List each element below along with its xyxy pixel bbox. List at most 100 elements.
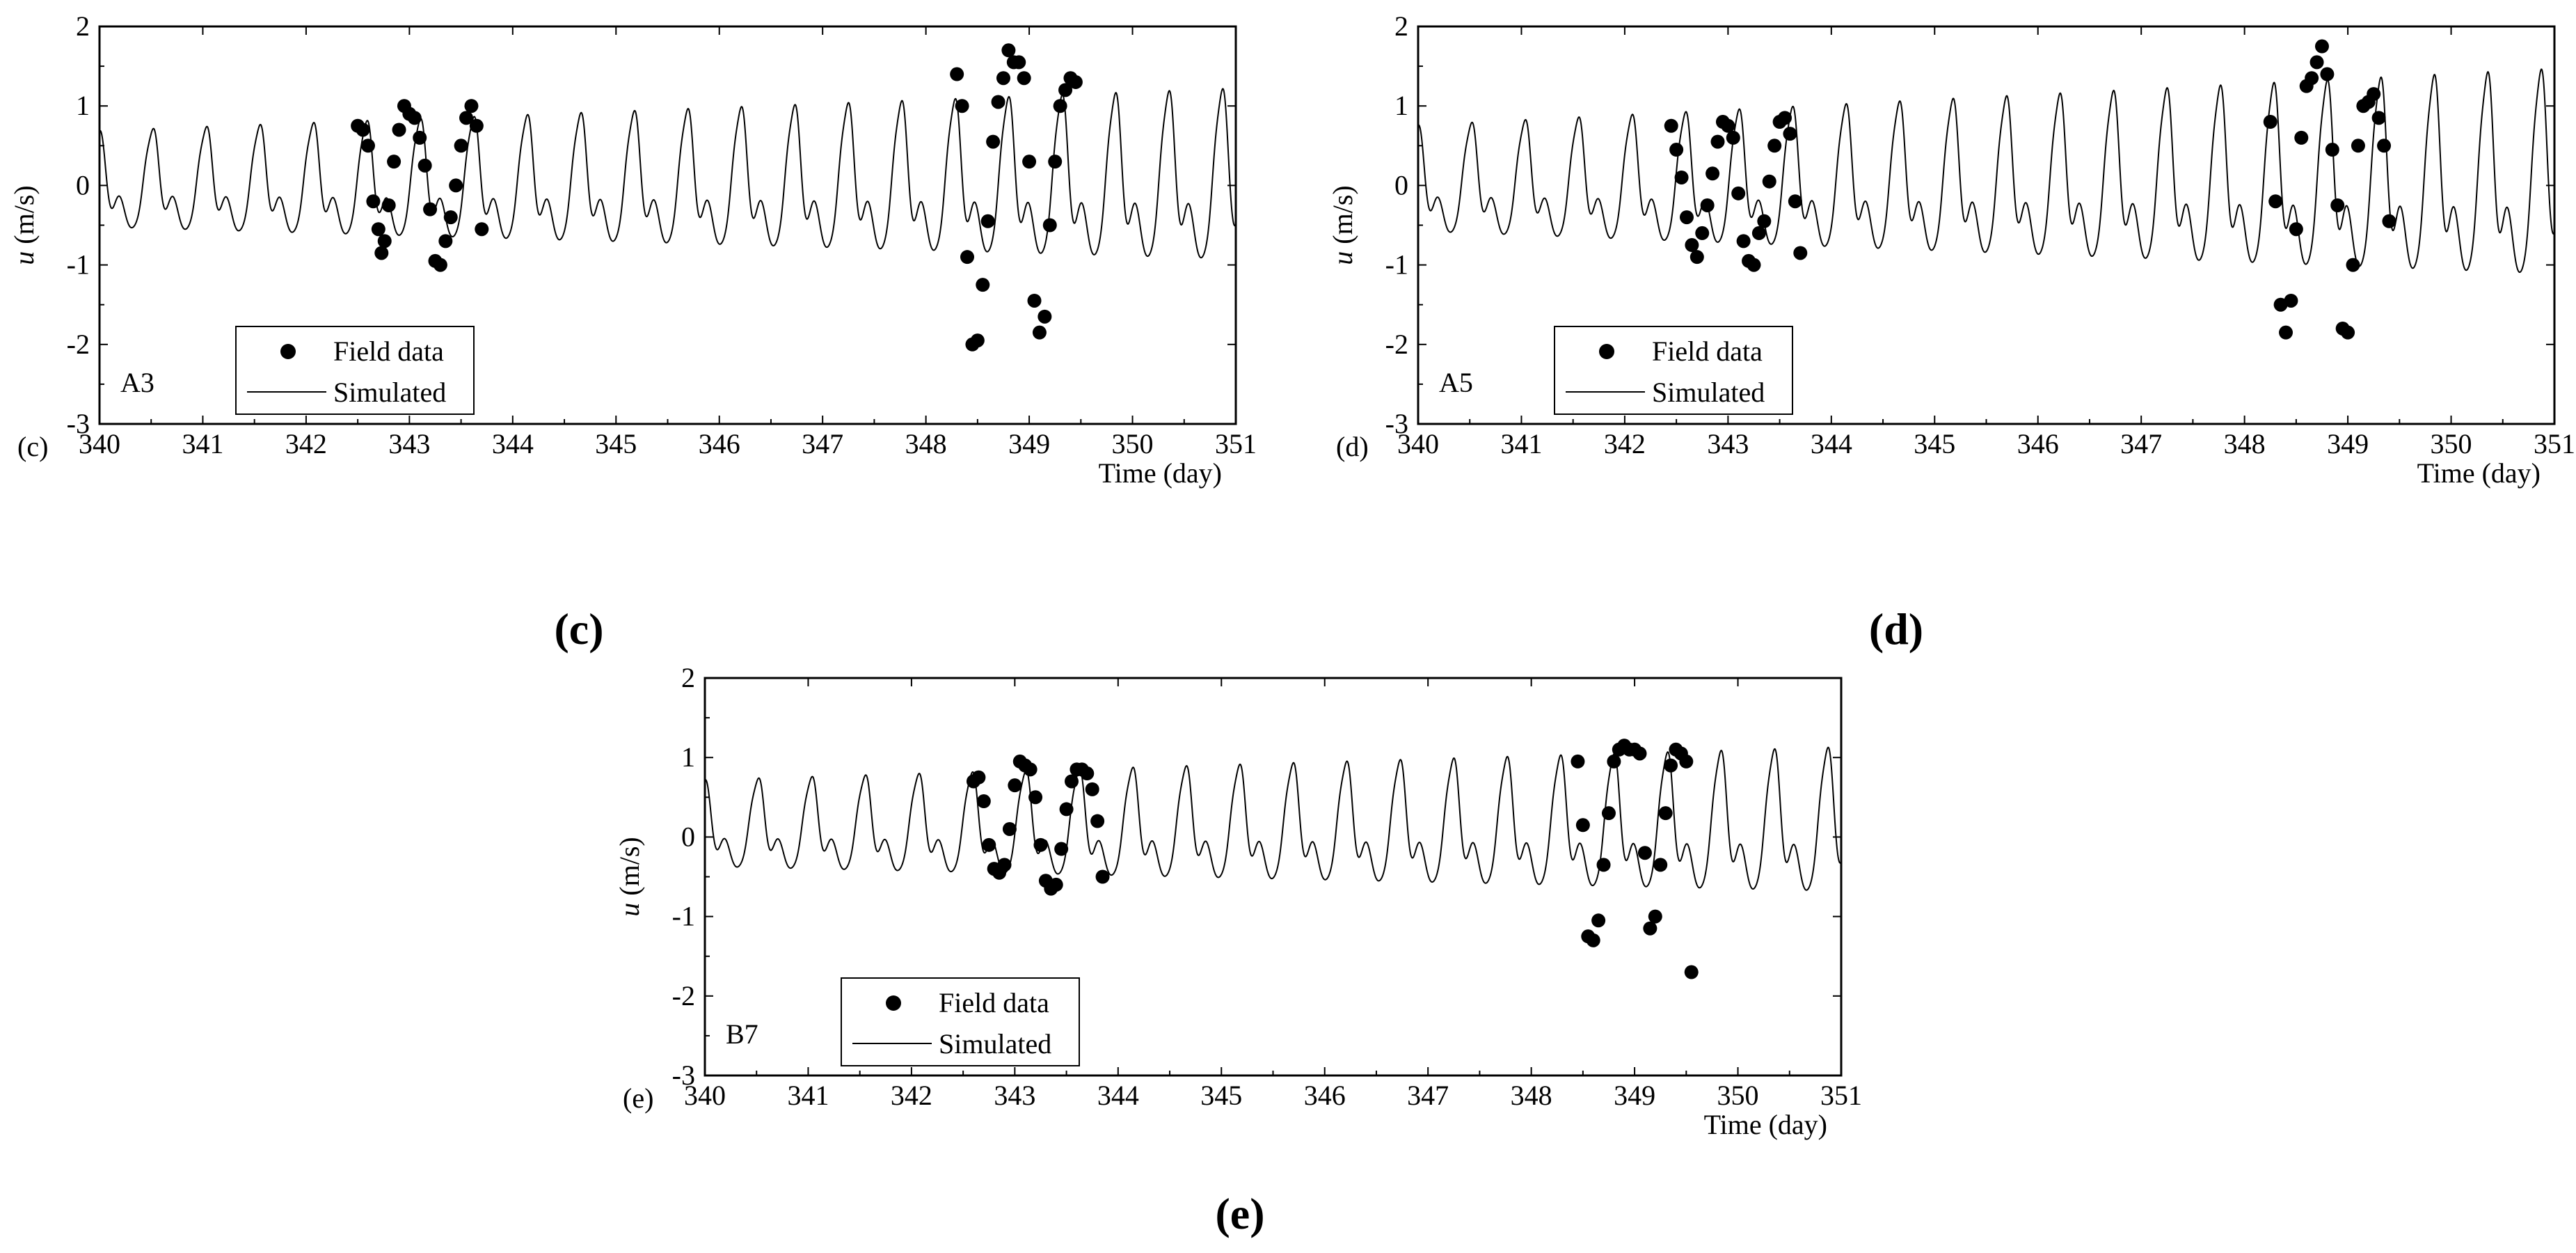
field-data-point — [1664, 118, 1678, 133]
y-axis-ticks: -3 -2 -1 0 1 2 — [672, 662, 1841, 1091]
x-tick-label: 347 — [1407, 1080, 1449, 1111]
field-data-point — [2305, 71, 2319, 86]
panel-letter: (e) — [623, 1082, 653, 1114]
legend-marker-field-data — [1599, 344, 1614, 359]
field-data-point — [1001, 43, 1016, 58]
field-data-point — [1032, 325, 1047, 340]
field-data-point — [1058, 83, 1073, 97]
field-data-point — [2341, 325, 2355, 340]
legend: Field data Simulated — [235, 326, 475, 415]
field-data-point — [1643, 921, 1657, 936]
field-data-point — [1033, 837, 1048, 852]
y-axis-label-var: u — [614, 903, 645, 917]
field-data-point — [1575, 818, 1590, 833]
x-tick-label: 340 — [684, 1080, 726, 1111]
field-data-point — [2330, 198, 2345, 212]
y-tick-label: -1 — [67, 249, 90, 281]
field-data-point — [356, 123, 370, 137]
field-data-point — [1085, 782, 1099, 796]
field-data-point — [433, 258, 447, 272]
field-data-point — [374, 246, 389, 260]
simulated-series-line — [99, 88, 1237, 259]
y-tick-label: 2 — [681, 662, 695, 693]
field-data-points — [351, 43, 1083, 352]
field-data-point — [366, 194, 381, 209]
legend-box — [1554, 326, 1793, 415]
field-data-point — [1695, 226, 1710, 240]
field-data-point — [996, 71, 1010, 86]
field-data-point — [1731, 186, 1746, 200]
y-tick-label: -1 — [1385, 249, 1408, 281]
x-tick-label: 345 — [1200, 1080, 1242, 1111]
y-tick-label: 0 — [76, 169, 90, 200]
field-data-point — [1669, 143, 1684, 157]
field-data-point — [970, 333, 985, 348]
x-tick-label: 346 — [2017, 428, 2059, 459]
x-tick-label: 344 — [492, 428, 534, 459]
legend-label-field-data: Field data — [1652, 336, 1763, 367]
x-tick-label: 351 — [2534, 428, 2575, 459]
field-data-point — [1726, 130, 1740, 145]
x-tick-label: 349 — [1008, 428, 1050, 459]
field-data-point — [2289, 222, 2303, 237]
x-tick-label: 340 — [79, 428, 120, 459]
legend-label-simulated: Simulated — [333, 377, 446, 408]
y-axis-label: u (m/s) — [1327, 185, 1358, 265]
x-tick-label: 350 — [1112, 428, 1154, 459]
field-data-point — [1053, 99, 1067, 113]
panel-d: 340 341 342 343 344 345 346 347 348 349 350 351 -3-… — [1327, 10, 2575, 654]
field-data-point — [418, 158, 432, 173]
field-data-points — [966, 739, 1699, 979]
field-data-point — [2346, 258, 2360, 272]
legend-marker-field-data — [280, 344, 296, 359]
field-data-point — [1767, 139, 1782, 153]
field-data-point — [1037, 309, 1052, 324]
y-axis-label-unit: (m/s) — [8, 185, 40, 251]
field-data-point — [1689, 250, 1704, 265]
field-data-point — [2371, 111, 2386, 125]
x-tick-label: 348 — [1511, 1080, 1552, 1111]
y-tick-label: 0 — [681, 821, 695, 852]
field-data-point — [976, 278, 990, 292]
x-tick-label: 349 — [1614, 1080, 1655, 1111]
field-data-point — [1700, 198, 1715, 212]
y-axis-label: u (m/s) — [614, 837, 645, 916]
x-tick-label: 347 — [802, 428, 843, 459]
field-data-point — [1017, 71, 1031, 86]
field-data-point — [2279, 325, 2293, 340]
field-data-point — [2325, 143, 2339, 157]
x-tick-label: 350 — [2431, 428, 2472, 459]
panel-caption: (e) — [1215, 1189, 1264, 1238]
field-data-point — [1596, 858, 1611, 872]
field-data-point — [960, 250, 975, 265]
field-data-point — [1042, 218, 1057, 233]
field-data-point — [469, 118, 484, 133]
field-data-point — [2284, 293, 2298, 308]
field-data-point — [1049, 877, 1063, 892]
field-data-point — [1751, 226, 1766, 240]
field-data-point — [971, 770, 986, 785]
y-tick-label: 2 — [1394, 10, 1408, 42]
x-tick-label: 341 — [1500, 428, 1542, 459]
field-data-point — [1571, 754, 1585, 769]
x-tick-label: 341 — [182, 428, 223, 459]
field-data-point — [475, 222, 489, 237]
field-data-point — [387, 155, 401, 169]
legend: Field data Simulated — [841, 977, 1080, 1066]
x-tick-label: 342 — [285, 428, 327, 459]
field-data-point — [1027, 293, 1042, 308]
field-data-point — [443, 210, 458, 225]
field-data-point — [1783, 127, 1797, 141]
y-axis-label-var: u — [1327, 251, 1358, 265]
field-data-point — [2351, 139, 2365, 153]
field-data-point — [986, 134, 1001, 149]
field-data-point — [360, 139, 375, 153]
field-data-point — [381, 198, 396, 212]
panel-caption: (d) — [1869, 604, 1923, 654]
y-axis-label-unit: (m/s) — [1327, 185, 1358, 251]
field-data-point — [1054, 842, 1069, 856]
field-data-point — [1591, 913, 1606, 928]
field-data-point — [1679, 210, 1694, 225]
x-tick-label: 348 — [2224, 428, 2266, 459]
x-tick-label: 348 — [905, 428, 947, 459]
